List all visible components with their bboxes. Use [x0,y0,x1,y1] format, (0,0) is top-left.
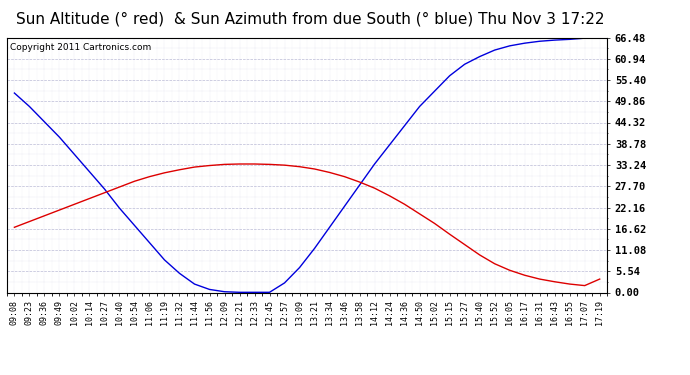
Text: Copyright 2011 Cartronics.com: Copyright 2011 Cartronics.com [10,43,151,52]
Text: Sun Altitude (° red)  & Sun Azimuth from due South (° blue) Thu Nov 3 17:22: Sun Altitude (° red) & Sun Azimuth from … [17,11,604,26]
